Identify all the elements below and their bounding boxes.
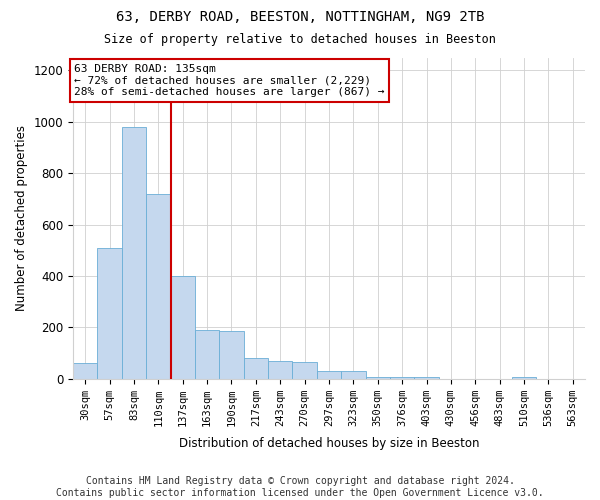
Bar bbox=[170, 276, 195, 378]
Bar bbox=[268, 360, 292, 378]
Text: 63 DERBY ROAD: 135sqm
← 72% of detached houses are smaller (2,229)
28% of semi-d: 63 DERBY ROAD: 135sqm ← 72% of detached … bbox=[74, 64, 385, 97]
Bar bbox=[244, 358, 268, 378]
Bar bbox=[97, 248, 122, 378]
Bar bbox=[146, 194, 170, 378]
Bar bbox=[73, 364, 97, 378]
Y-axis label: Number of detached properties: Number of detached properties bbox=[15, 125, 28, 311]
Bar bbox=[195, 330, 220, 378]
Bar bbox=[317, 371, 341, 378]
X-axis label: Distribution of detached houses by size in Beeston: Distribution of detached houses by size … bbox=[179, 437, 479, 450]
Text: Contains HM Land Registry data © Crown copyright and database right 2024.
Contai: Contains HM Land Registry data © Crown c… bbox=[56, 476, 544, 498]
Bar bbox=[292, 362, 317, 378]
Bar bbox=[122, 127, 146, 378]
Text: 63, DERBY ROAD, BEESTON, NOTTINGHAM, NG9 2TB: 63, DERBY ROAD, BEESTON, NOTTINGHAM, NG9… bbox=[116, 10, 484, 24]
Bar bbox=[341, 371, 365, 378]
Text: Size of property relative to detached houses in Beeston: Size of property relative to detached ho… bbox=[104, 32, 496, 46]
Bar bbox=[220, 331, 244, 378]
